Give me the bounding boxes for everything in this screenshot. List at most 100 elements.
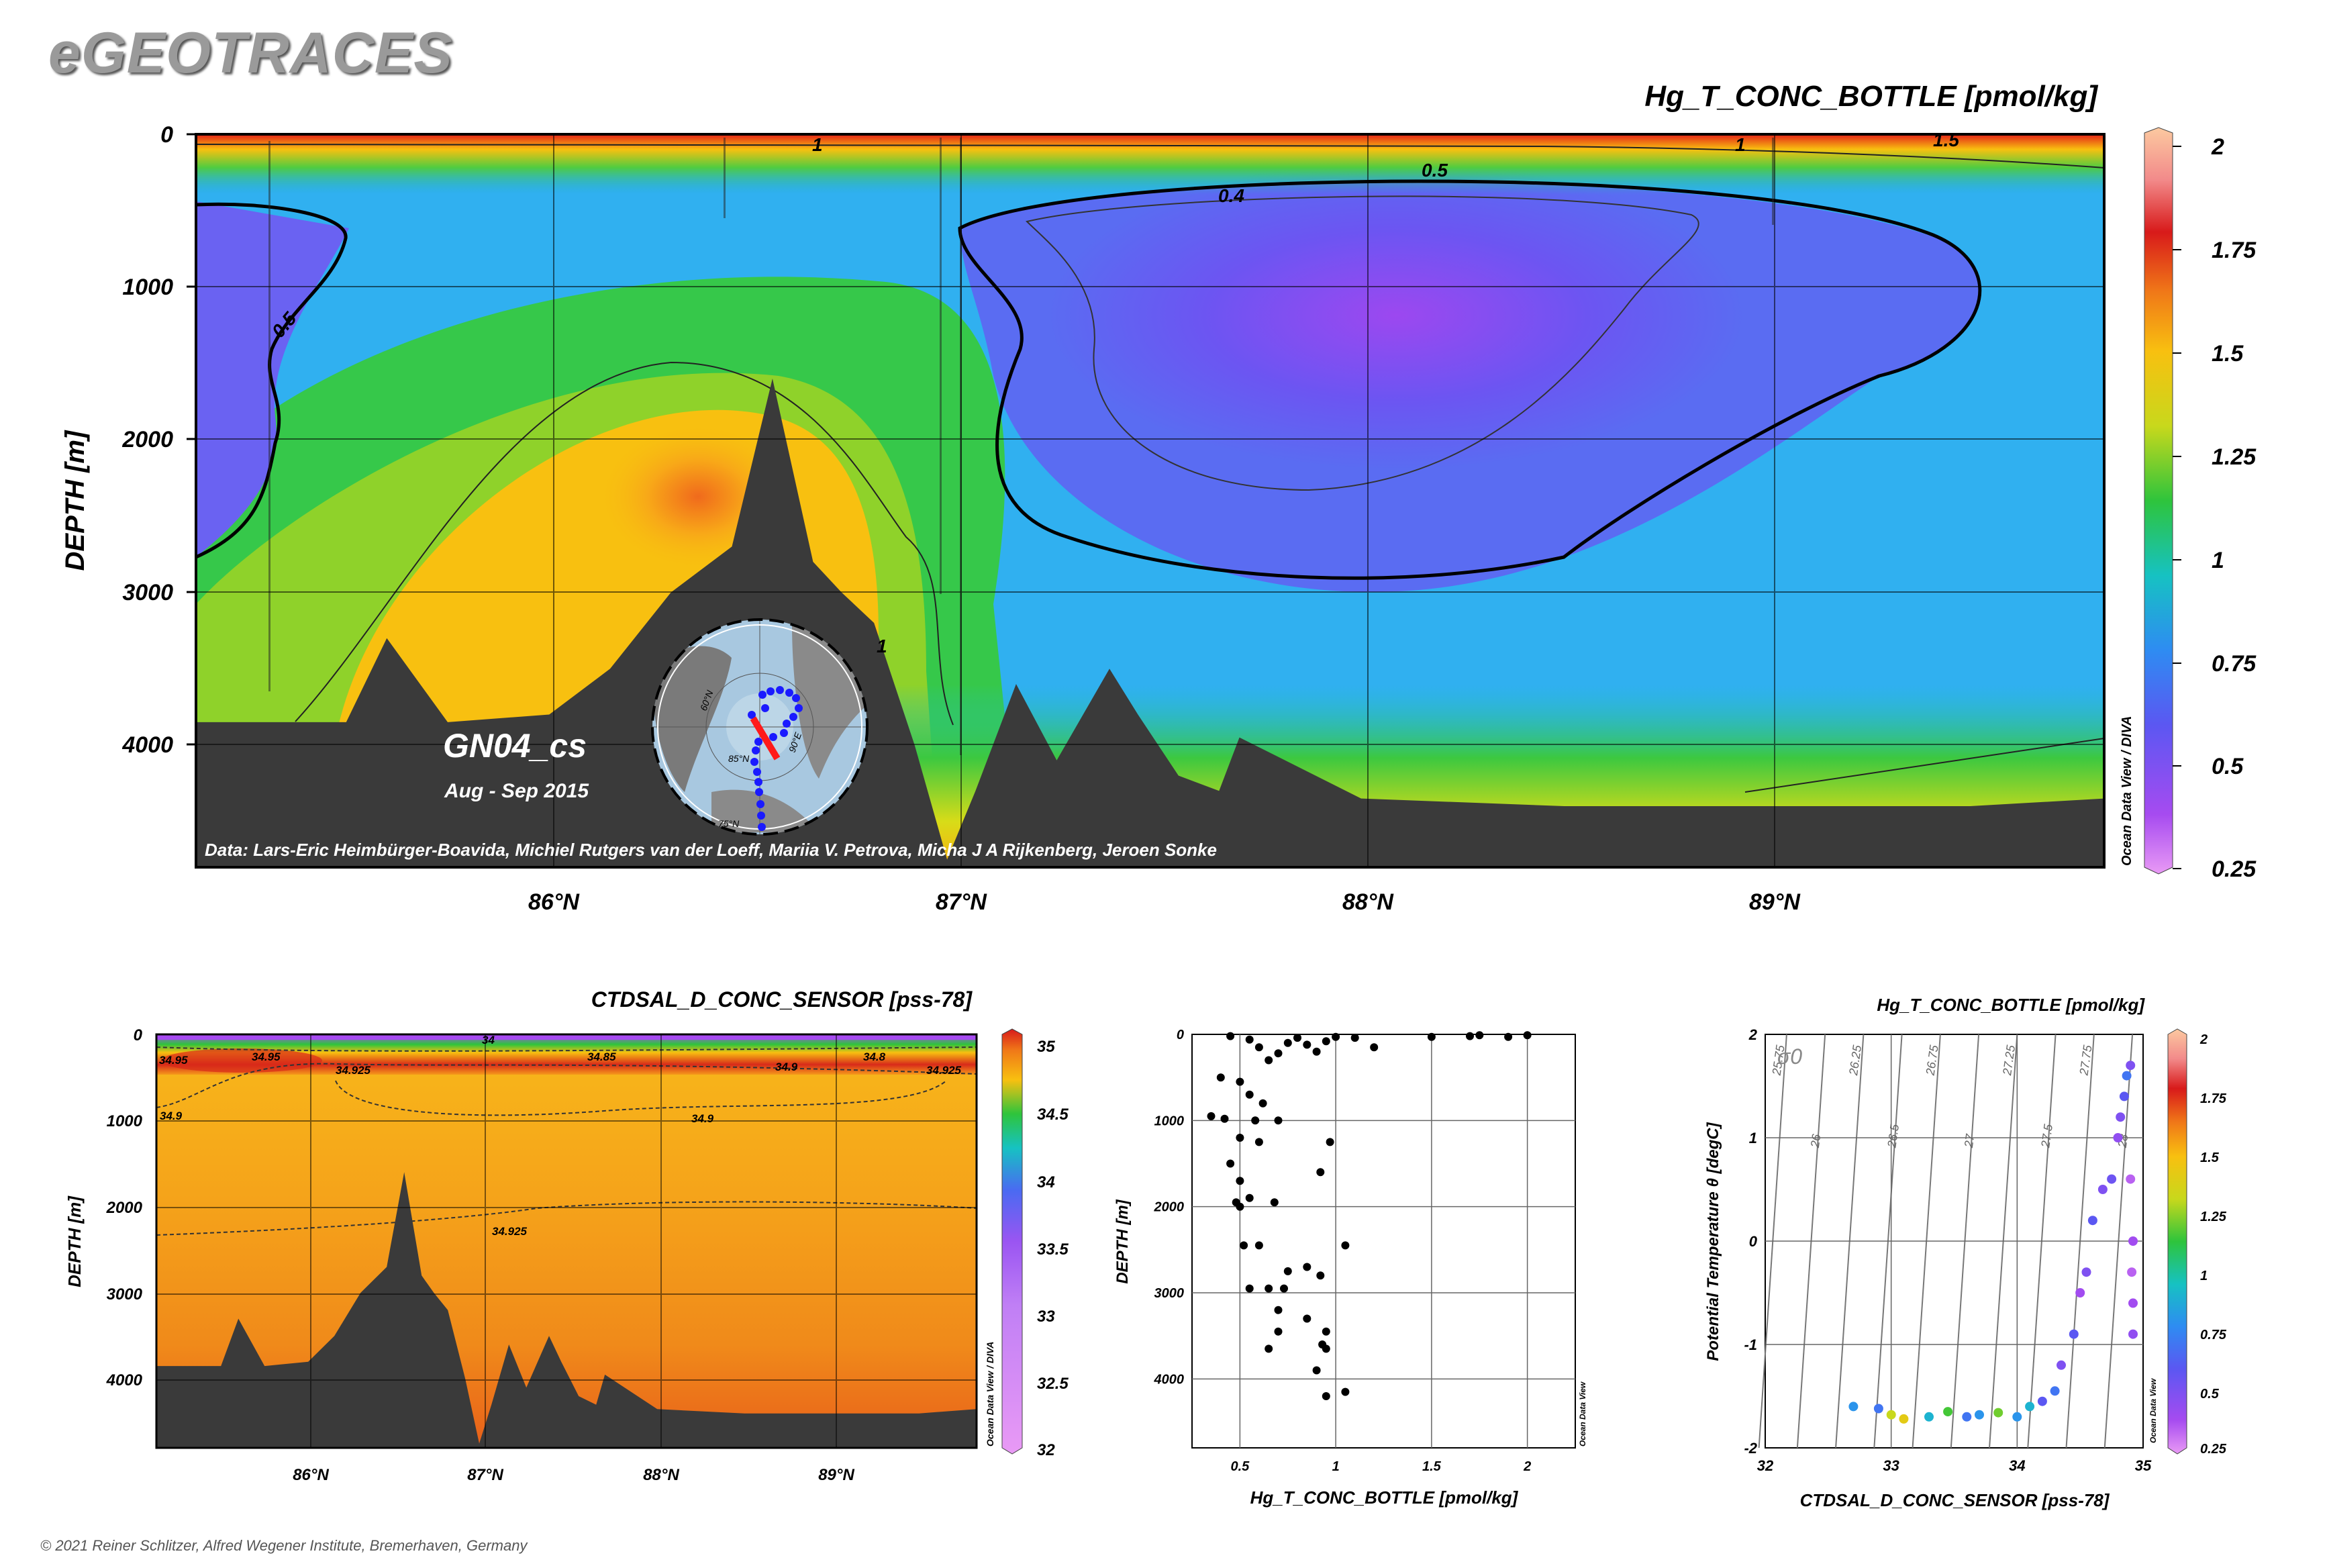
salinity-contours [156,1046,977,1236]
scatter-xtick: 0.5 [1230,1459,1250,1474]
scatter-point [1236,1202,1244,1211]
inset-lat-label: 85°N [728,753,750,764]
ts-point [2128,1329,2138,1339]
scatter-point [1322,1037,1330,1046]
salinity-contour-label: 34.9 [775,1061,798,1073]
inset-landmass [652,646,732,792]
ts-colorbar [2167,1028,2187,1455]
scatter-point [1226,1159,1235,1168]
ts-point [2126,1174,2136,1184]
scatter-ylabel: DEPTH [m] [1113,1199,1132,1283]
main-ytick: 2000 [121,427,173,452]
salinity-title: CTDSAL_D_CONC_SENSOR [pss-78] [591,987,973,1012]
ts-sigma-label: σ0 [1777,1044,1802,1069]
main-colorbar [2144,127,2173,875]
scatter-panel: Hg_T_CONC_BOTTLE [pmol/kg] DEPTH [m] 0.5… [1113,1028,1587,1508]
salinity-fresh-layer [156,1034,977,1040]
salinity-ytick: 4000 [106,1371,143,1389]
scatter-point [1236,1077,1244,1086]
ts-point [2057,1360,2066,1370]
ts-colorbar-tick: 0.5 [2200,1387,2220,1402]
ts-point [2127,1267,2137,1277]
ts-xlabel: CTDSAL_D_CONC_SENSOR [pss-78] [1800,1490,2110,1510]
scatter-point [1504,1032,1513,1041]
scatter-point [1245,1193,1254,1202]
ts-point [2069,1329,2079,1339]
main-contour-label: 1 [877,636,887,656]
scatter-point [1326,1138,1334,1146]
main-colorbar-tick: 0.25 [2212,856,2257,882]
scatter-point [1312,1047,1321,1056]
ts-xtick: 33 [1883,1457,1899,1474]
ts-colorbar-credit: Ocean Data View [2148,1378,2158,1443]
salinity-colorbar [1001,1028,1023,1455]
scatter-point [1254,1043,1263,1052]
ts-point [2075,1288,2085,1297]
scatter-ytick: 4000 [1154,1372,1185,1387]
salinity-xtick: 89°N [818,1466,854,1484]
scatter-point [1283,1267,1292,1275]
ts-colorbar-tick: 1.5 [2200,1150,2220,1165]
ts-xtick: 34 [2009,1457,2025,1474]
scatter-point [1245,1035,1254,1044]
scatter-point [1265,1284,1273,1293]
salinity-colorbar-credit: Ocean Data View / DIVA [985,1342,995,1447]
main-contour-0-5-left [196,202,348,559]
scatter-point [1332,1032,1340,1041]
salinity-contour-label: 34.95 [159,1054,188,1067]
scatter-point [1207,1112,1216,1120]
main-colorbar-tick: 0.75 [2212,651,2257,677]
salinity-ytick: 0 [134,1026,143,1044]
ts-ytick: 1 [1749,1130,1757,1146]
ts-point [2122,1071,2132,1081]
main-ytick: 3000 [122,580,173,605]
scatter-point [1318,1340,1327,1349]
scatter-point [1322,1392,1330,1400]
main-colorbar-credit: Ocean Data View / DIVA [2120,716,2134,866]
main-contour-label: 1 [812,134,823,155]
scatter-ytick: 2000 [1154,1200,1185,1215]
ts-point [1993,1408,2003,1418]
ts-point [2113,1133,2123,1142]
main-contour-label: 1.5 [1933,130,1959,150]
main-colorbar-marks [2173,146,2181,869]
scatter-point [1370,1043,1379,1052]
salinity-ytick: 3000 [107,1285,143,1304]
scatter-xlabel: Hg_T_CONC_BOTTLE [pmol/kg] [1250,1487,1519,1508]
ts-point [1848,1402,1859,1412]
scatter-point [1303,1314,1311,1323]
ts-point [1924,1412,1934,1422]
salinity-colorbar-tick: 34.5 [1037,1106,1069,1124]
salinity-contour-label: 34 [482,1034,495,1046]
salinity-colorbar-tick: 34 [1037,1173,1055,1191]
scatter-ytick: 3000 [1154,1286,1185,1301]
scatter-credit: Ocean Data View [1578,1381,1587,1447]
main-title: Hg_T_CONC_BOTTLE [pmol/kg] [1644,80,2098,113]
salinity-xtick: 88°N [643,1466,679,1484]
ts-point [2128,1236,2138,1246]
salinity-grid [156,1034,977,1448]
scatter-point [1274,1116,1283,1125]
salinity-colorbar-tick: 35 [1037,1038,1055,1056]
main-colorbar-tick: 0.5 [2212,754,2244,779]
scatter-point [1312,1366,1321,1375]
salinity-colorbar-tick: 32.5 [1037,1375,1069,1393]
main-xtick: 86°N [528,889,580,915]
scatter-point [1274,1049,1283,1058]
ts-ytick: 0 [1749,1233,1758,1250]
ts-point [2025,1402,2035,1412]
ts-colorbar-tick: 2 [2199,1032,2208,1047]
scatter-point [1236,1177,1244,1185]
scatter-point [1341,1241,1350,1250]
ts-colorbar-tick: 1.75 [2200,1091,2227,1106]
cruise-dates: Aug - Sep 2015 [444,780,589,802]
ts-point [2126,1061,2136,1071]
scatter-point [1475,1031,1484,1040]
scatter-points [1207,1031,1532,1400]
main-section-plot: 1 1 1.5 0.5 0.4 0.5 1 [60,80,2257,915]
scatter-point [1293,1034,1301,1042]
salinity-contour-label: 34.925 [336,1064,371,1077]
salinity-surface-max [161,1048,322,1073]
main-ytick: 0 [160,122,173,148]
ts-point [1962,1412,1972,1422]
